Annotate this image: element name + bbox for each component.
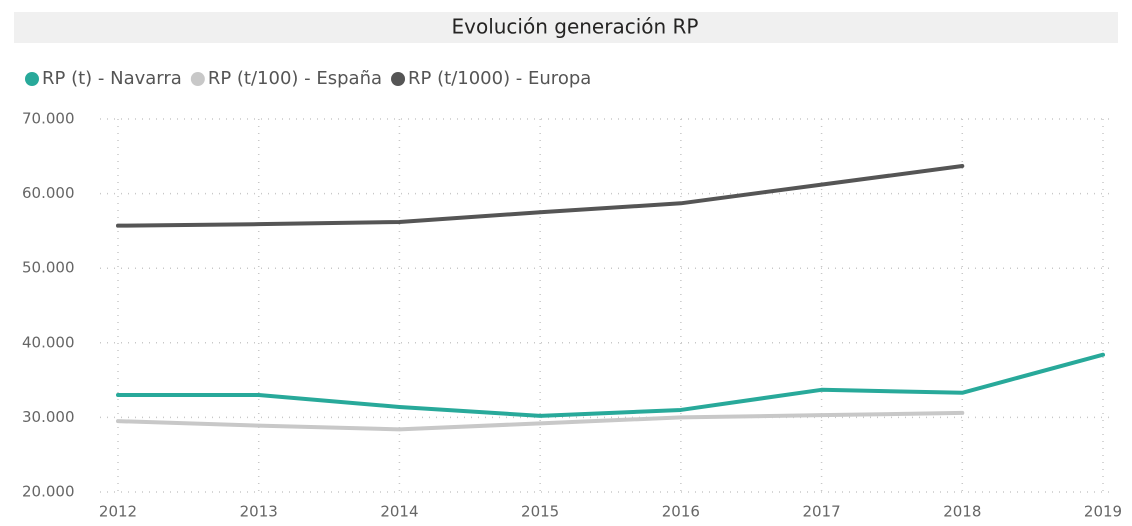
y-tick-label: 60.000	[22, 184, 75, 202]
x-tick-label: 2014	[380, 503, 418, 521]
series-line	[116, 163, 965, 228]
series-line	[116, 352, 1105, 418]
x-tick-label: 2013	[240, 503, 278, 521]
x-tick-label: 2012	[99, 503, 137, 521]
x-tick-label: 2019	[1084, 503, 1122, 521]
legend-marker	[25, 72, 39, 86]
y-tick-label: 40.000	[22, 333, 75, 351]
legend-label: RP (t/100) - España	[208, 68, 382, 89]
x-tick-label: 2015	[521, 503, 559, 521]
y-tick-label: 30.000	[22, 408, 75, 426]
legend-label: RP (t) - Navarra	[42, 68, 182, 89]
y-tick-label: 50.000	[22, 259, 75, 277]
chart-title: Evolución generación RP	[451, 15, 698, 39]
y-tick-label: 70.000	[22, 110, 75, 128]
legend-label: RP (t/1000) - Europa	[408, 68, 591, 89]
x-tick-label: 2017	[802, 503, 840, 521]
x-tick-label: 2016	[662, 503, 700, 521]
title-band	[14, 12, 1118, 43]
y-tick-label: 20.000	[22, 483, 75, 501]
x-tick-label: 2018	[943, 503, 981, 521]
series-line	[116, 410, 965, 432]
legend-marker	[391, 72, 406, 86]
legend-marker	[190, 72, 205, 86]
